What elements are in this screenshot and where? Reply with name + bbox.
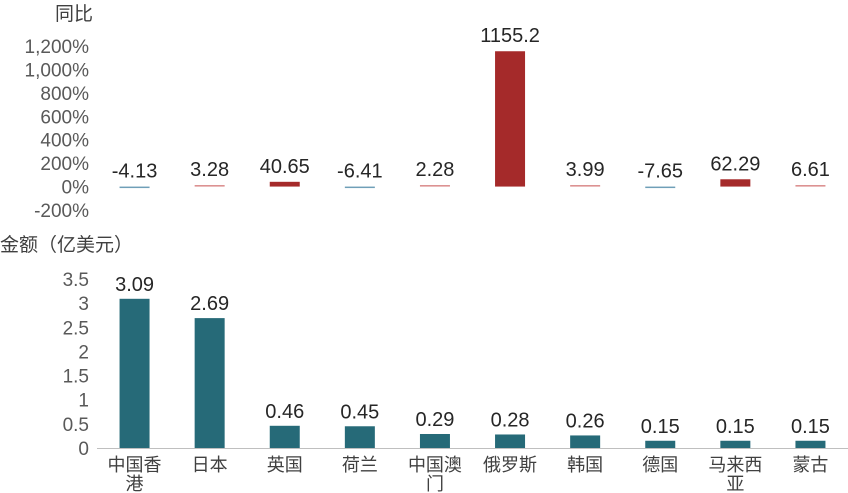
amount-y-ticks: 0 0.5 1 1.5 2 2.5 3 3.5 [63,270,89,460]
amount-y-tick-label: 0.5 [63,415,89,436]
amount-data-label: 0.15 [716,416,755,438]
yoy-y-tick-label: 600% [40,107,89,128]
amount-y-tick-label: 1.5 [63,367,89,388]
yoy-bar [570,185,601,187]
category-label: 韩国 [567,455,603,475]
yoy-data-labels: -4.13 3.28 40.65 -6.41 2.28 1155.2 3.99 -7.65 62… [112,25,830,182]
amount-y-tick-label: 2.5 [63,318,89,339]
amount-bar [495,434,526,448]
amount-y-tick-label: 2 [78,342,89,363]
yoy-y-tick-label: 800% [40,84,89,105]
yoy-bar [419,185,450,187]
yoy-bar [495,51,526,187]
category-label: 亚 [726,474,744,493]
yoy-y-tick-label: 1,000% [25,60,90,81]
amount-bar [645,440,676,448]
yoy-y-tick-label: 0% [62,178,90,199]
yoy-bars [119,51,826,189]
yoy-y-ticks: -200%0% 200%400% 600%800% 1,000%1,200% [25,37,90,222]
yoy-bar [269,181,300,187]
amount-y-tick-label: 3.5 [63,270,89,291]
amount-bar [194,318,225,448]
amount-data-labels: 3.09 2.69 0.46 0.45 0.29 0.28 0.26 0.15 0.15 0.15 [115,274,830,438]
yoy-y-tick-label: 1,200% [25,37,90,58]
yoy-bar [720,179,751,187]
yoy-y-tick-label: 400% [40,131,89,152]
amount-bar-panel: 金额（亿美元） 0 0.5 1 1.5 2 2.5 3 3.5 3.09 2.69 0.46 0.4… [0,234,848,493]
yoy-data-label: 3.99 [566,159,605,181]
amount-data-label: 2.69 [190,293,229,315]
amount-data-label: 3.09 [115,274,154,296]
yoy-data-label: -4.13 [112,161,158,183]
amount-y-tick-label: 3 [78,294,89,315]
category-label: 蒙古 [792,455,828,475]
category-label: 马来西 [708,455,762,475]
yoy-bar [119,186,150,189]
yoy-data-label: 3.28 [190,159,229,181]
amount-data-label: 0.15 [641,416,680,438]
yoy-data-label: -6.41 [337,161,383,183]
category-label: 港 [126,474,144,493]
amount-bar [570,435,601,448]
amount-data-label: 0.28 [491,409,530,431]
yoy-bar [344,186,375,189]
yoy-bar [194,185,225,187]
category-label: 门 [426,474,444,493]
yoy-data-label: 40.65 [260,156,310,178]
yoy-y-tick-label: -200% [34,201,89,222]
amount-bars [119,298,826,448]
amount-data-label: 0.45 [340,401,379,423]
amount-bar [119,298,150,448]
yoy-y-tick-label: 200% [40,154,89,175]
amount-axis-title: 金额（亿美元） [0,234,133,256]
yoy-axis-title: 同比 [55,3,93,25]
amount-bar [720,440,751,448]
yoy-data-label: 1155.2 [480,25,540,47]
amount-data-label: 0.29 [415,409,454,431]
amount-bar [795,440,826,448]
yoy-bar [645,186,676,189]
amount-bar [419,433,450,448]
yoy-data-label: -7.65 [637,161,683,183]
amount-bar [344,426,375,448]
amount-bar [269,425,300,448]
category-label: 日本 [192,455,228,475]
yoy-bar [795,185,826,187]
amount-data-label: 0.46 [265,401,304,423]
yoy-data-label: 2.28 [415,159,454,181]
category-label: 英国 [267,455,303,475]
amount-y-tick-label: 1 [78,391,89,412]
yoy-data-label: 6.61 [791,159,830,181]
category-label: 中国澳 [408,455,462,475]
amount-data-label: 0.26 [566,410,605,432]
category-label: 德国 [642,455,678,475]
category-label: 俄罗斯 [483,455,537,475]
yoy-bar-panel: 同比 -200%0% 200%400% 600%800% 1,000%1,200% -… [25,3,830,222]
amount-y-tick-label: 0 [78,439,89,460]
category-label: 中国香 [108,455,162,475]
yoy-data-label: 62.29 [710,153,760,175]
amount-data-label: 0.15 [791,416,830,438]
category-label: 荷兰 [342,455,378,475]
